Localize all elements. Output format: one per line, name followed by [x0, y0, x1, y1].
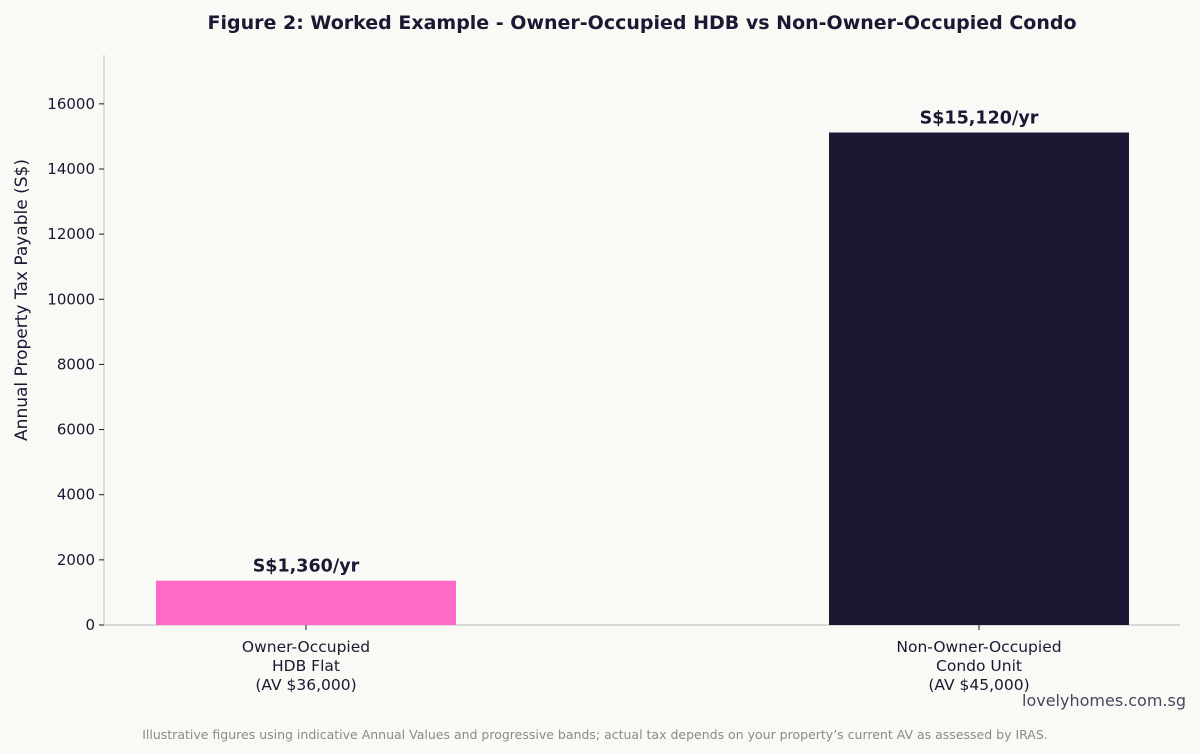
y-tick-label: 16000: [47, 95, 95, 113]
y-axis-label: Annual Property Tax Payable (S$): [12, 159, 32, 441]
y-tick-label: 14000: [47, 160, 95, 178]
bar: [156, 580, 456, 625]
y-tick-label: 10000: [47, 290, 95, 308]
bar-value-label: S$15,120/yr: [920, 109, 1039, 129]
y-tick-label: 4000: [57, 486, 95, 504]
y-tick-label: 2000: [57, 551, 95, 569]
x-tick-label: Owner-Occupied HDB Flat (AV $36,000): [242, 638, 370, 694]
watermark: lovelyhomes.com.sg: [1022, 691, 1186, 710]
bar: [829, 132, 1129, 625]
y-tick-label: 0: [85, 616, 95, 634]
bar-value-label: S$1,360/yr: [253, 557, 360, 577]
x-tick-label: Non-Owner-Occupied Condo Unit (AV $45,000): [896, 638, 1061, 694]
footnote: Illustrative figures using indicative An…: [142, 727, 1048, 742]
bars: S$1,360/yr S$15,120/yr: [156, 109, 1129, 625]
chart-title: Figure 2: Worked Example - Owner-Occupie…: [207, 12, 1076, 34]
axes: 0 2000 4000 6000 8000 10000 12000 14000 16000 Own…: [47, 55, 1180, 694]
y-tick-label: 6000: [57, 421, 95, 439]
y-tick-label: 8000: [57, 355, 95, 373]
y-tick-label: 12000: [47, 225, 95, 243]
